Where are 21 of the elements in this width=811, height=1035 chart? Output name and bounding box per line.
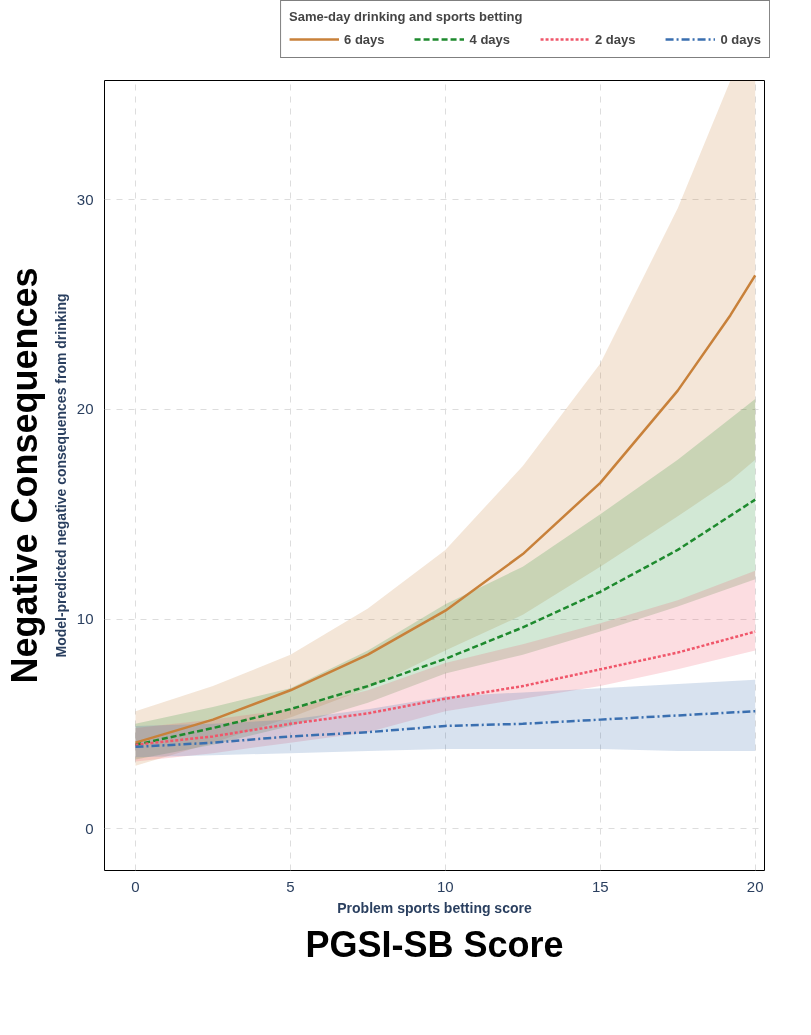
line-series	[134, 709, 757, 749]
x-tick-label: 20	[746, 877, 764, 895]
x-tick-label: 15	[591, 877, 609, 895]
text: PGSI-SB Score	[305, 923, 564, 965]
x-tick-label: 0	[131, 877, 140, 895]
text: Negative Consequences	[3, 267, 45, 684]
x-tick-label: 5	[286, 877, 295, 895]
x-axis-title: Problem sports betting score	[337, 899, 532, 916]
legend-label: 0 days	[720, 31, 761, 47]
y-tick-label: 30	[76, 190, 94, 208]
y-axis-title: Model-predicted negative consequences from drinking	[52, 293, 69, 658]
line-series	[134, 274, 757, 744]
legend-label: 2 days	[595, 31, 636, 47]
y-tick-label: 0	[85, 819, 94, 837]
legend-title: Same-day drinking and sports betting	[289, 9, 524, 24]
legend-label: 4 days	[469, 31, 511, 47]
x-tick-label: 10	[437, 877, 454, 895]
line-series	[134, 630, 757, 747]
y-tick-label: 10	[76, 610, 94, 628]
legend-label: 6 days	[344, 31, 385, 47]
y-tick-label: 20	[76, 400, 94, 418]
